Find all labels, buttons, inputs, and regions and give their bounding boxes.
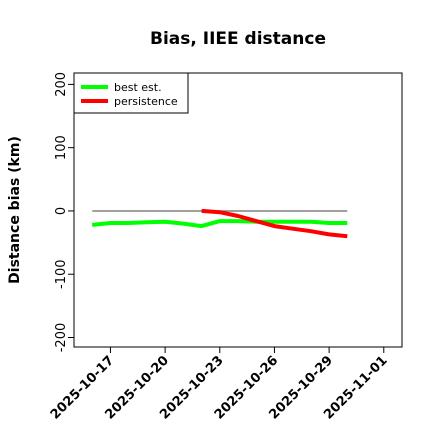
y-tick-label: -200 bbox=[54, 323, 69, 353]
y-tick-label: -100 bbox=[54, 259, 69, 289]
y-tick-label: 100 bbox=[54, 135, 69, 160]
y-tick-label: 0 bbox=[54, 207, 69, 215]
plot-area bbox=[73, 72, 403, 348]
y-axis-label: Distance bias (km) bbox=[7, 136, 23, 284]
legend-label-best-est: best est. bbox=[114, 81, 162, 94]
y-axis: -200 -100 0 100 200 bbox=[54, 72, 74, 352]
legend: best est. persistence bbox=[73, 72, 189, 114]
x-axis: 2025-10-172025-10-202025-10-232025-10-26… bbox=[48, 347, 391, 423]
legend-box bbox=[73, 72, 189, 114]
series-line-persistence bbox=[201, 208, 348, 239]
series-line-best-est bbox=[91, 219, 348, 229]
chart-title: Bias, IIEE distance bbox=[150, 29, 326, 49]
y-tick-label: 200 bbox=[54, 72, 69, 97]
legend-label-persistence: persistence bbox=[114, 95, 178, 108]
series-group bbox=[91, 208, 348, 239]
